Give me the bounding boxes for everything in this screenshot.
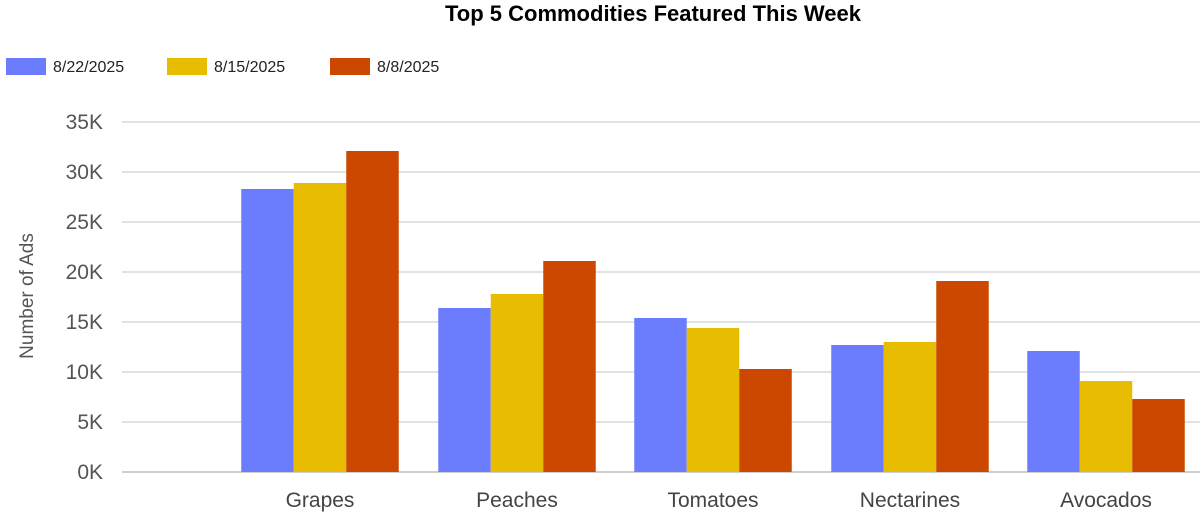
x-tick-label: Tomatoes [667,489,758,512]
bar-grapes-series-1 [241,189,294,472]
y-tick-label: 30K [66,161,103,184]
bar-peaches-series-3 [543,261,596,472]
legend: 8/22/2025 8/15/2025 8/8/2025 [6,58,439,76]
y-axis-label: Number of Ads [17,233,38,359]
legend-swatch [6,58,46,75]
legend-label: 8/15/2025 [214,59,285,76]
y-tick-label: 20K [66,261,103,284]
y-tick-label: 0K [77,461,103,484]
x-axis-ticks: Grapes Peaches Tomatoes Nectarines Avocados [286,489,1152,512]
x-tick-label: Nectarines [860,489,960,512]
bar-nectarines-series-2 [883,342,937,472]
bar-nectarines-series-3 [936,281,989,472]
chart-title: Top 5 Commodities Featured This Week [445,1,862,26]
y-tick-label: 5K [77,411,103,434]
bar-tomatoes-series-3 [739,369,792,472]
y-axis-ticks: 0K 5K 10K 15K 20K 25K 30K 35K [66,111,103,484]
x-tick-label: Peaches [476,489,558,512]
legend-label: 8/22/2025 [53,59,124,76]
bar-tomatoes-series-1 [634,318,687,472]
y-tick-label: 10K [66,361,103,384]
legend-swatch [167,58,207,75]
bar-grapes-series-2 [293,183,347,472]
bar-avocados-series-3 [1132,399,1185,472]
y-tick-label: 25K [66,211,103,234]
y-tick-label: 15K [66,311,103,334]
legend-label: 8/8/2025 [377,59,439,76]
bar-avocados-series-1 [1027,351,1080,472]
y-tick-label: 35K [66,111,103,134]
legend-swatch [330,58,370,75]
x-tick-label: Avocados [1060,489,1152,512]
bar-peaches-series-1 [438,308,491,472]
bar-avocados-series-2 [1079,381,1133,472]
x-tick-label: Grapes [286,489,355,512]
bars [241,151,1185,472]
bar-grapes-series-3 [346,151,399,472]
bar-nectarines-series-1 [831,345,884,472]
bar-tomatoes-series-2 [686,328,740,472]
bar-peaches-series-2 [490,294,544,472]
